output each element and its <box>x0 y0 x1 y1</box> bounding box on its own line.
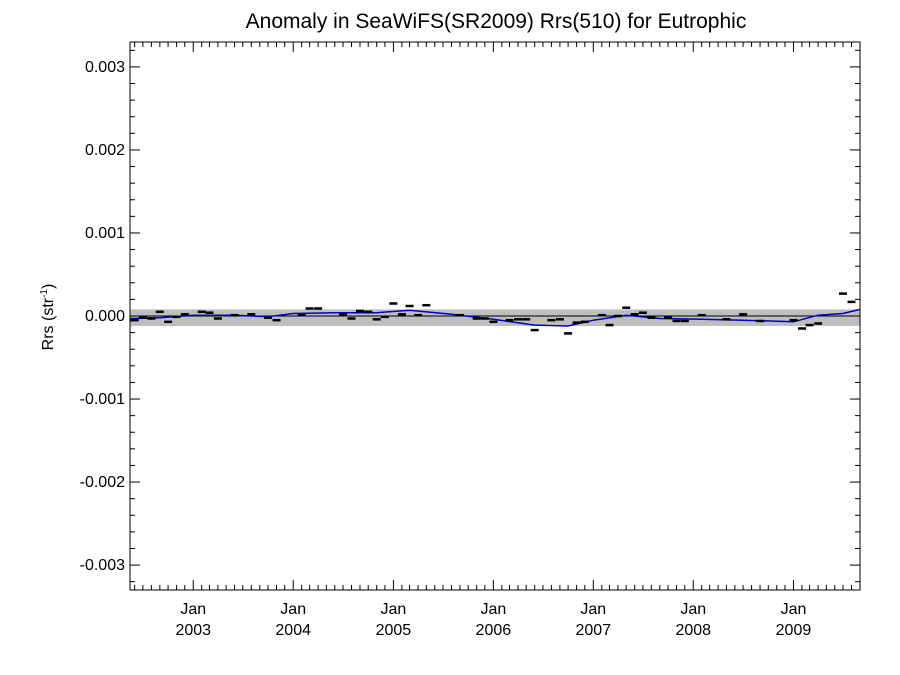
x-tick-label-year: 2006 <box>476 622 512 639</box>
y-axis-label-superscript: -1 <box>39 289 50 298</box>
x-tick-label-year: 2003 <box>175 622 211 639</box>
x-tick-label-year: 2009 <box>776 622 812 639</box>
x-tick-label-month: Jan <box>381 601 407 618</box>
plot-area <box>129 41 861 591</box>
x-tick-label-month: Jan <box>781 601 807 618</box>
x-tick-label-year: 2008 <box>675 622 711 639</box>
x-tick-label-month: Jan <box>280 601 306 618</box>
y-axis-label-main: Rrs (str <box>40 297 57 350</box>
y-axis: 0.003 0.002 0.001 0.000 -0.001 -0.002 -0.003 <box>80 49 860 583</box>
y-tick-label: 0.001 <box>85 225 125 242</box>
x-tick-label-year: 2007 <box>576 622 612 639</box>
y-tick-label: 0.000 <box>85 308 125 325</box>
y-axis-label: Rrs (str-1) <box>39 284 57 351</box>
y-tick-label: -0.001 <box>80 391 125 408</box>
smoothed-series-line <box>129 308 861 327</box>
y-tick-label: -0.002 <box>80 474 125 491</box>
chart-title: Anomaly in SeaWiFS(SR2009) Rrs(510) for … <box>246 10 747 33</box>
uncertainty-band <box>130 309 860 326</box>
x-tick-label-year: 2005 <box>376 622 412 639</box>
y-axis-label-close: ) <box>40 284 57 289</box>
x-axis: Jan 2003 Jan 2004 Jan 2005 Jan 2006 Jan 2007 Jan 20… <box>134 42 861 639</box>
x-tick-label-year: 2004 <box>275 622 311 639</box>
y-tick-label: -0.003 <box>80 557 125 574</box>
x-tick-label-month: Jan <box>480 601 506 618</box>
x-tick-label-month: Jan <box>180 601 206 618</box>
y-tick-label: 0.003 <box>85 59 125 76</box>
x-tick-label-month: Jan <box>680 601 706 618</box>
x-tick-label-month: Jan <box>580 601 606 618</box>
y-tick-label: 0.002 <box>85 142 125 159</box>
